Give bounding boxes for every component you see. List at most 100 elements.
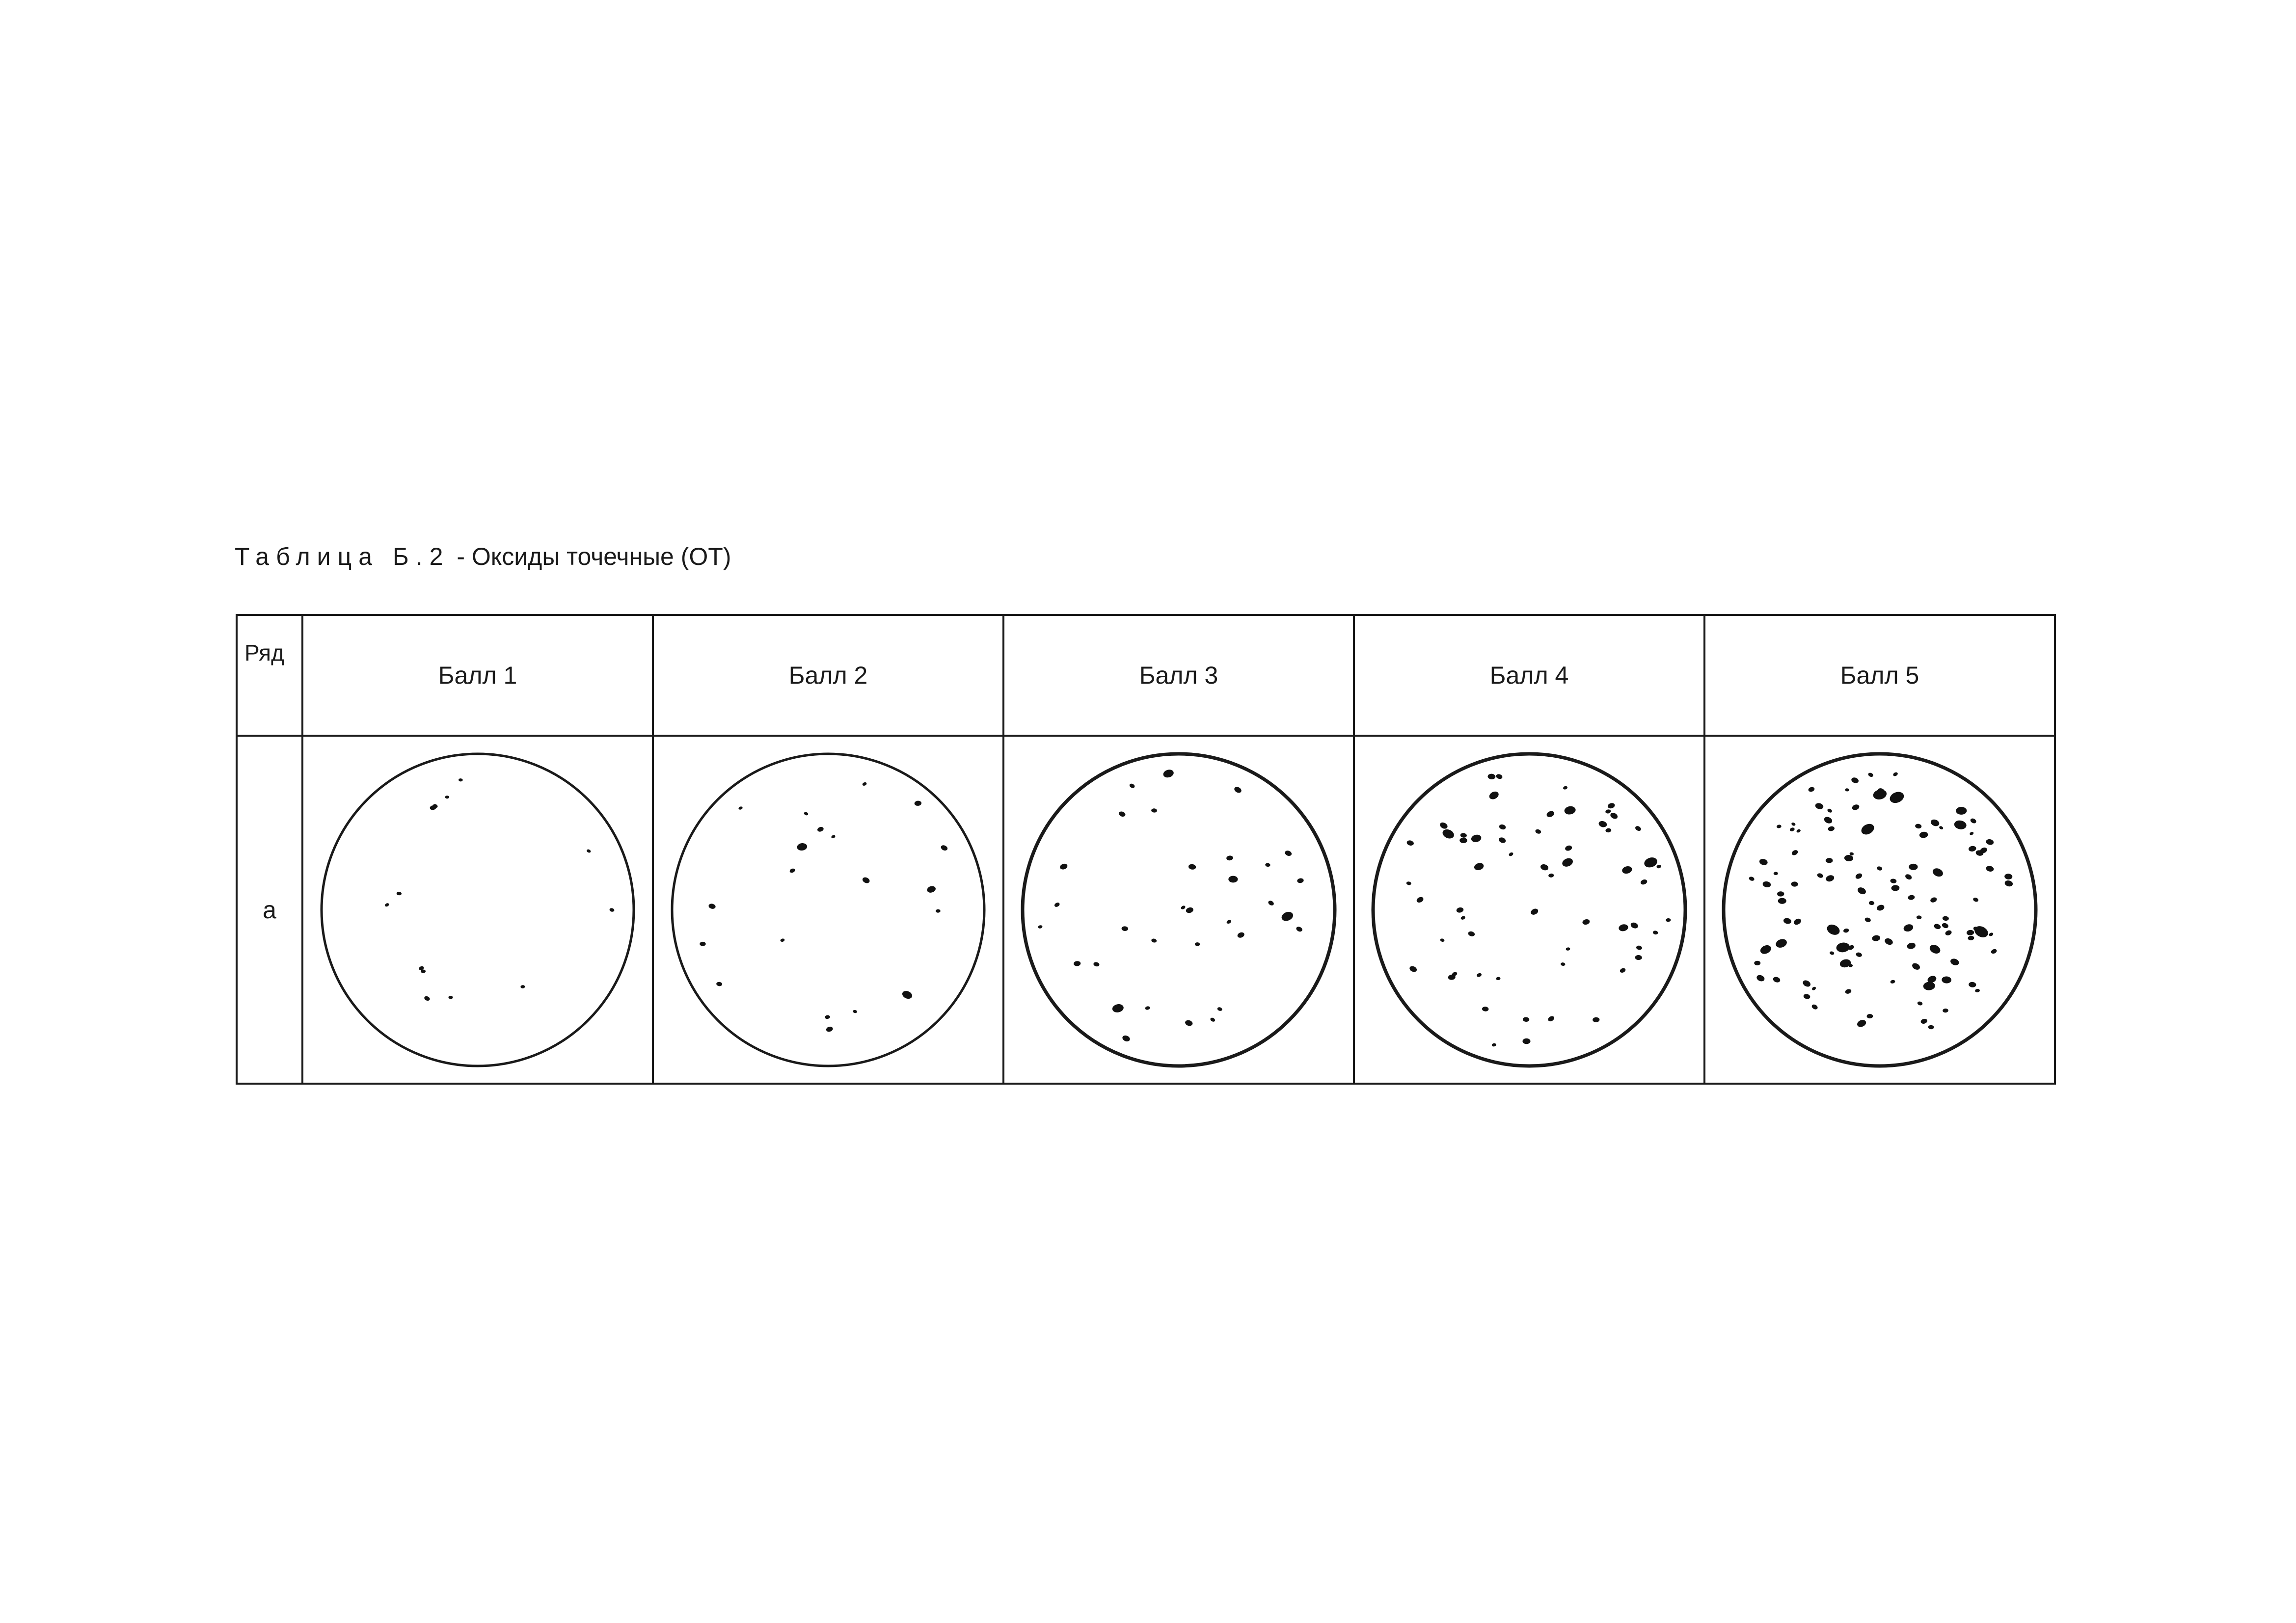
oxide-inclusion [1285, 850, 1292, 856]
oxide-inclusion [1890, 792, 1904, 803]
oxide-inclusion [1912, 963, 1920, 970]
oxide-inclusion [1635, 955, 1642, 960]
oxide-inclusion [1129, 783, 1135, 788]
oxide-inclusion [1852, 804, 1860, 810]
micrograph-score-2 [671, 752, 986, 1067]
oxide-inclusion [1825, 857, 1833, 863]
oxide-inclusion [1460, 832, 1467, 838]
oxide-inclusion [902, 990, 913, 999]
oxide-inclusion [927, 886, 936, 893]
oxide-inclusion [1792, 850, 1798, 855]
oxide-inclusion [1605, 809, 1611, 814]
oxide-inclusion [1566, 947, 1570, 951]
oxide-inclusion [1121, 926, 1129, 931]
oxide-inclusion [1186, 907, 1193, 913]
oxide-inclusion [1622, 866, 1632, 874]
oxide-inclusion [789, 868, 795, 873]
oxide-inclusion [1522, 1038, 1531, 1044]
oxide-inclusion [780, 938, 785, 942]
oxide-inclusion [1843, 928, 1849, 932]
oxide-inclusion [1499, 837, 1506, 843]
oxide-inclusion [1824, 817, 1833, 824]
oxide-inclusion [1828, 826, 1835, 831]
oxide-inclusion [1942, 923, 1948, 928]
oxide-inclusion [1848, 945, 1854, 950]
oxide-inclusion [1489, 791, 1499, 799]
oxide-inclusion [1812, 986, 1816, 990]
oxide-inclusion [1297, 878, 1304, 883]
oxide-inclusion [1929, 944, 1941, 954]
oxide-inclusion [385, 903, 389, 906]
oxide-inclusion [1942, 916, 1949, 921]
oxide-inclusion [935, 909, 941, 913]
oxide-inclusion [1217, 1007, 1222, 1011]
oxide-inclusion [448, 995, 453, 999]
oxide-inclusion [914, 800, 922, 806]
oxide-inclusion [1531, 908, 1539, 915]
oxide-inclusion [1548, 1015, 1555, 1021]
oxide-inclusion [1845, 788, 1849, 792]
oxide-inclusion [1950, 958, 1959, 965]
oxide-inclusion [1817, 873, 1823, 878]
oxide-inclusion [1791, 881, 1798, 887]
oxide-inclusion [419, 966, 424, 970]
oxide-inclusion [1777, 891, 1784, 897]
oxide-inclusion [1496, 773, 1503, 779]
oxide-inclusion [1582, 919, 1590, 925]
oxide-inclusion [1440, 938, 1445, 942]
oxide-inclusion [1630, 922, 1638, 929]
oxide-inclusion [1893, 772, 1898, 776]
oxide-inclusion [862, 782, 867, 786]
oxide-inclusion [1868, 772, 1873, 777]
oxide-inclusion [1237, 932, 1244, 938]
oxide-inclusion [700, 941, 706, 946]
oxide-inclusion [1934, 924, 1941, 929]
header-score-2: Балл 2 [652, 614, 1004, 737]
oxide-inclusion [1666, 918, 1671, 922]
oxide-inclusion [1776, 938, 1787, 948]
oxide-inclusion [1877, 905, 1885, 910]
oxide-inclusion [1038, 925, 1043, 929]
oxide-inclusion [1749, 876, 1755, 881]
oxide-inclusion [1228, 876, 1238, 882]
oxide-inclusion [1074, 960, 1081, 966]
oxide-inclusion [1986, 839, 1994, 845]
oxide-inclusion [1440, 822, 1448, 829]
oxide-inclusion [1844, 854, 1854, 861]
micrograph-score-5 [1722, 752, 2038, 1067]
oxide-inclusion [1471, 834, 1482, 842]
field-of-view-circle [1021, 752, 1337, 1067]
oxide-inclusion [1943, 1008, 1948, 1012]
oxide-inclusion [1811, 1004, 1818, 1010]
oxide-inclusion [1561, 962, 1566, 966]
oxide-inclusion [1861, 824, 1874, 834]
oxide-inclusion [1281, 911, 1294, 921]
oxide-inclusion [1856, 952, 1862, 957]
oxide-inclusion [1954, 820, 1967, 829]
oxide-inclusion [609, 907, 615, 912]
oxide-inclusion [1855, 873, 1863, 879]
oxide-inclusion [1973, 897, 1979, 902]
oxide-inclusion [1815, 802, 1824, 809]
micrograph-cell-2 [652, 735, 1004, 1085]
header-score-4: Балл 4 [1353, 614, 1705, 737]
oxide-inclusion [1974, 926, 1988, 937]
oxide-inclusion [1803, 993, 1810, 999]
oxide-inclusion [1923, 981, 1935, 990]
header-score-1: Балл 1 [301, 614, 654, 737]
oxide-inclusion [1448, 974, 1456, 980]
oxide-inclusion [825, 1015, 830, 1019]
field-of-view-circle [671, 752, 986, 1067]
oxide-inclusion [1163, 769, 1174, 777]
oxide-inclusion [1866, 1013, 1873, 1018]
oxide-inclusion [1565, 845, 1572, 851]
oxide-inclusion [1406, 840, 1414, 846]
oxide-inclusion [1181, 905, 1186, 909]
micrograph-cell-1 [301, 735, 654, 1085]
oxide-inclusion [1268, 900, 1274, 905]
oxide-inclusion [1932, 868, 1943, 877]
oxide-inclusion [1151, 808, 1157, 813]
oxide-inclusion [1265, 863, 1270, 867]
oxide-inclusion [1970, 818, 1976, 824]
oxide-inclusion [1535, 829, 1541, 834]
